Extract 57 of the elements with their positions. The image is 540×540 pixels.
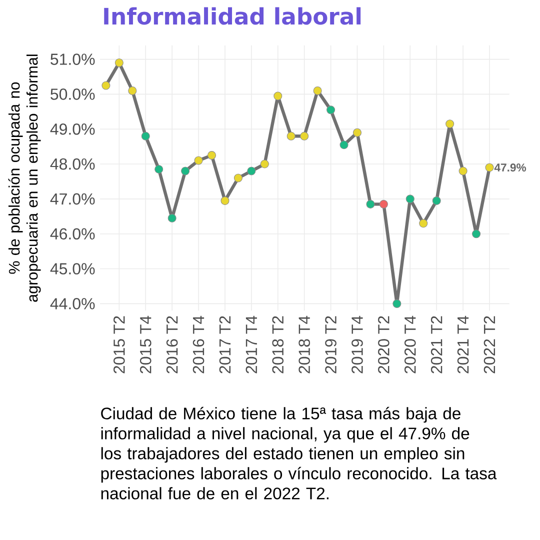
- x-tick-label: 2019 T4: [352, 316, 363, 374]
- point: [234, 174, 242, 182]
- x-tick-label: 2021 T2: [430, 316, 442, 374]
- x-tick-label: 2020 T4: [404, 316, 416, 374]
- point: [102, 81, 110, 90]
- x-tick-label: 2022 T2: [484, 316, 496, 374]
- point: [406, 194, 414, 204]
- point: [472, 230, 481, 238]
- point: [300, 132, 309, 140]
- y-tick-label: 50.0%: [50, 88, 95, 100]
- point: [194, 156, 203, 165]
- annotation: 47.9%: [494, 164, 526, 172]
- point: [274, 92, 282, 100]
- y-tick-label: 48.0%: [50, 158, 95, 170]
- point: [260, 160, 269, 168]
- x-tick-label: 2019 T2: [325, 316, 336, 374]
- x-tick-label: 2018 T4: [298, 316, 310, 374]
- point: [392, 299, 402, 308]
- x-tick-label: 2015 T4: [140, 316, 152, 374]
- y-axis-title: % de población ocupada no agropecuaria en un empleo informal: [8, 54, 41, 302]
- point: [379, 200, 388, 208]
- point: [114, 58, 124, 68]
- y-tick-label: 47.0%: [50, 193, 95, 205]
- point: [168, 214, 176, 222]
- x-tick-label: 2015 T2: [114, 316, 125, 374]
- y-tick-label: 45.0%: [50, 263, 95, 274]
- point: [326, 106, 336, 114]
- x-tick-label: 2016 T4: [192, 316, 204, 374]
- point: [247, 166, 256, 176]
- point: [220, 196, 230, 205]
- point: [286, 132, 296, 140]
- x-tick-label: 2017 T2: [219, 316, 231, 374]
- point: [313, 86, 322, 95]
- x-tick-label: 2020 T2: [378, 316, 390, 374]
- y-tick-label: 44.0%: [50, 298, 95, 310]
- y-tick-label: 46.0%: [50, 228, 95, 240]
- x-tick-label: 2017 T4: [246, 316, 258, 374]
- point: [154, 165, 164, 174]
- point: [432, 196, 441, 205]
- point: [352, 128, 362, 137]
- point: [419, 219, 428, 228]
- point: [128, 86, 137, 95]
- y-tick-label: 49.0%: [50, 123, 95, 135]
- point: [340, 140, 348, 150]
- point: [141, 132, 150, 140]
- chart-title: Informalidad laboral: [104, 7, 361, 25]
- point: [458, 166, 468, 176]
- x-tick-label: 2016 T2: [166, 316, 178, 374]
- x-tick-label: 2021 T4: [457, 316, 469, 374]
- y-tick-label: 51.0%: [50, 54, 95, 65]
- text: Ciudad de México tiene la 15ª tasa más baja de informalidad a nivel nacional, ya que el 47.9% de los trabajadores del estado tienen un empleo sin prestaciones laborales o vínculo reconocido. La tasa nacional fue de en el 2022 T2.: [101, 406, 497, 500]
- point: [446, 120, 454, 128]
- x-tick-label: 2018 T2: [272, 316, 284, 374]
- point: [181, 166, 190, 176]
- point: [207, 151, 216, 160]
- point: [485, 163, 494, 172]
- point: [366, 200, 375, 208]
